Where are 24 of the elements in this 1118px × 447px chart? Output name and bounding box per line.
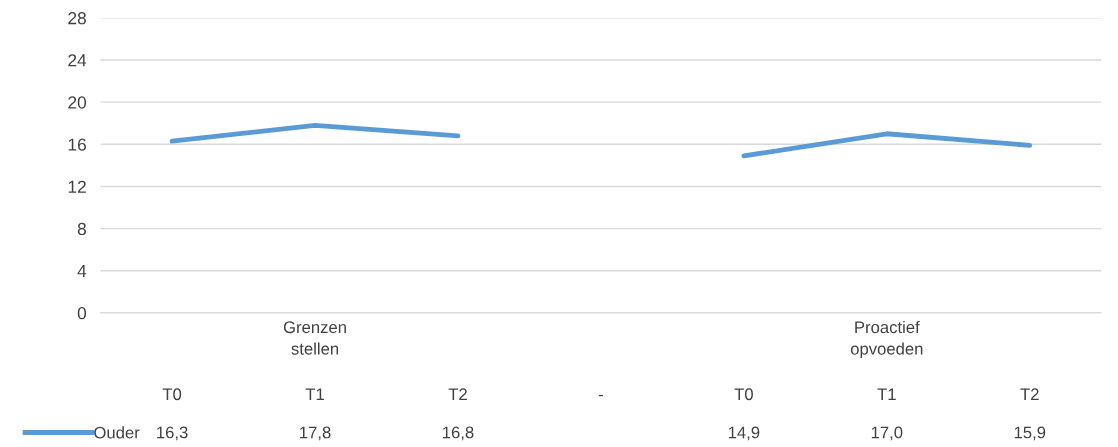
y-tick-label: 12	[68, 180, 86, 193]
data-label: 16,8	[443, 426, 474, 441]
data-label: 14,9	[728, 426, 760, 441]
data-label: 16,3	[157, 426, 188, 441]
y-tick-label: 8	[77, 222, 86, 236]
x-tick-label: T1	[305, 388, 324, 400]
x-tick-label: T0	[162, 388, 182, 401]
text: Proactief opvoeden	[850, 320, 923, 359]
y-tick-label: 20	[68, 96, 87, 109]
data-label: 15,9	[1014, 426, 1046, 441]
x-tick-label: T1	[877, 388, 896, 400]
text: Grenzen stellen	[283, 321, 346, 355]
data-label: 17,0	[871, 426, 903, 441]
y-tick-label: 16	[68, 138, 86, 151]
x-tick-label: T2	[1020, 388, 1039, 400]
x-tick-label: -	[598, 394, 603, 397]
y-tick-label: 28	[68, 12, 86, 25]
data-label: 17,8	[300, 426, 331, 441]
x-tick-label: T2	[448, 388, 467, 400]
legend-label: Ouder	[94, 426, 140, 439]
x-tick-label: T0	[734, 388, 753, 401]
y-tick-label: 24	[68, 54, 87, 67]
y-tick-label: 4	[77, 265, 87, 278]
y-tick-label: 0	[77, 307, 87, 320]
